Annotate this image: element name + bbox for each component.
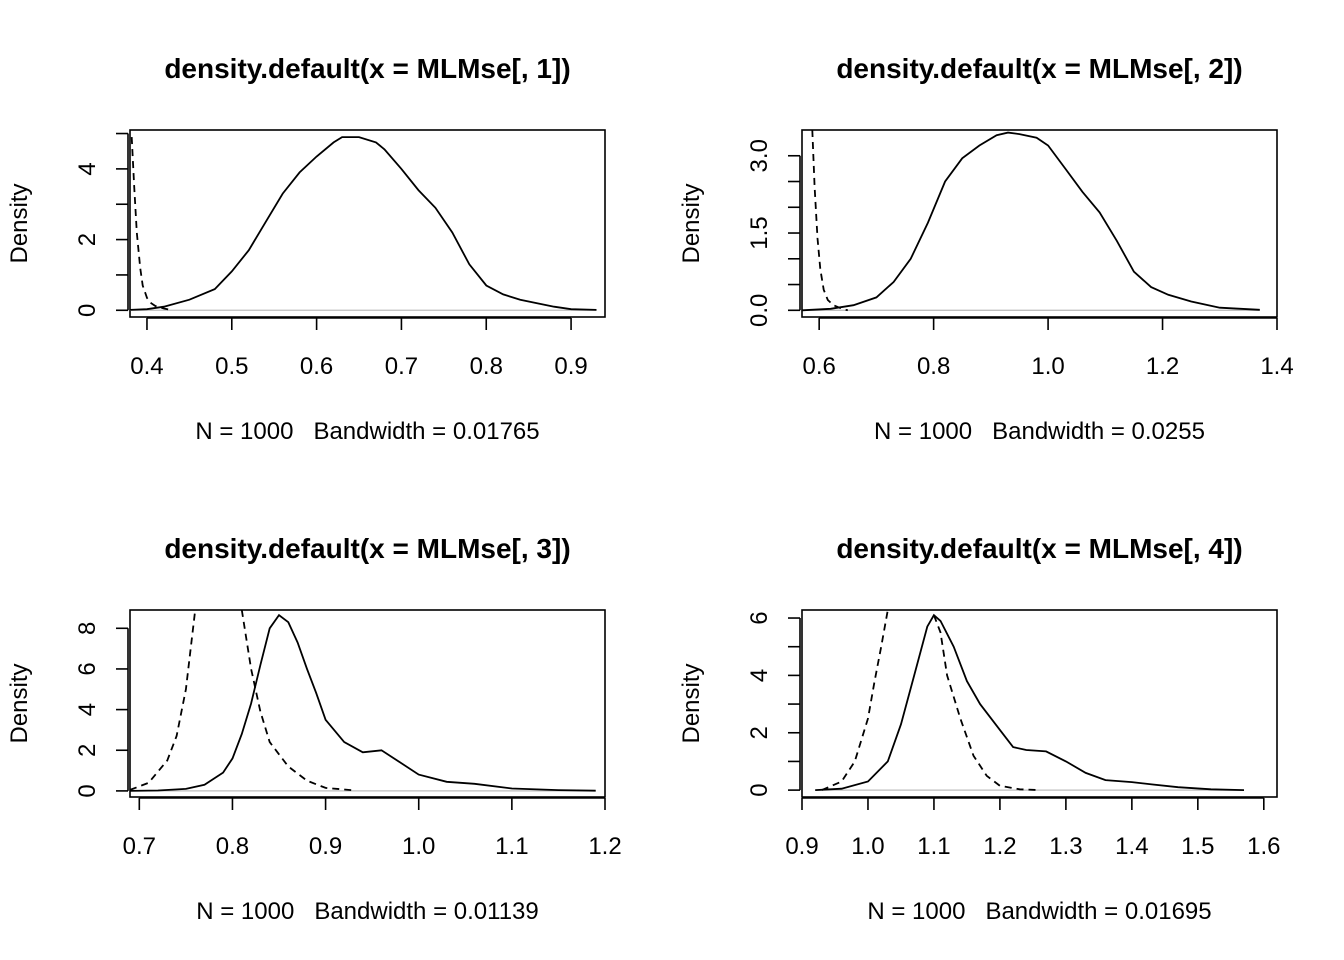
dashed-density-line-3 bbox=[933, 614, 1040, 791]
x-tick-label: 1.0 bbox=[1031, 353, 1064, 380]
x-tick-label: 1.1 bbox=[495, 833, 528, 860]
x-tick-label: 1.4 bbox=[1260, 353, 1293, 380]
x-axis-label: N = 1000 Bandwidth = 0.01765 bbox=[195, 418, 539, 445]
x-tick-label: 0.9 bbox=[309, 833, 342, 860]
x-tick-label: 0.7 bbox=[123, 833, 156, 860]
y-tick-label: 1.5 bbox=[746, 216, 773, 249]
density-panel-4: density.default(x = MLMse[, 4]) 0.9 1.0 1.1… bbox=[678, 533, 1280, 925]
x-tick-label: 1.3 bbox=[1049, 833, 1082, 860]
x-tick-label: 0.4 bbox=[130, 353, 163, 380]
x-tick-label: 0.8 bbox=[917, 353, 950, 380]
y-tick-label: 6 bbox=[74, 662, 101, 675]
dashed-density-line-2 bbox=[821, 610, 889, 791]
plot-title: density.default(x = MLMse[, 3]) bbox=[164, 533, 570, 564]
y-tick-label: 0 bbox=[746, 783, 773, 796]
density-panel-2: density.default(x = MLMse[, 2]) 0.6 0.8 1.0… bbox=[678, 53, 1294, 445]
x-tick-label: 0.8 bbox=[216, 833, 249, 860]
y-tick-label: 0 bbox=[74, 784, 101, 797]
x-tick-label: 1.2 bbox=[1146, 353, 1179, 380]
plot-title: density.default(x = MLMse[, 4]) bbox=[836, 533, 1242, 564]
x-tick-label: 0.8 bbox=[470, 353, 503, 380]
solid-density-line-1 bbox=[130, 613, 596, 792]
y-tick-label: 2 bbox=[746, 726, 773, 739]
solid-density-line-1 bbox=[802, 131, 1260, 312]
plot-frame bbox=[801, 129, 1278, 318]
x-tick-label: 1.5 bbox=[1181, 833, 1214, 860]
x-axis-label: N = 1000 Bandwidth = 0.01695 bbox=[867, 898, 1211, 925]
x-tick-label: 0.7 bbox=[385, 353, 418, 380]
y-tick-label: 8 bbox=[74, 622, 101, 635]
x-axis-label: N = 1000 Bandwidth = 0.01139 bbox=[196, 898, 538, 925]
x-tick-label: 0.6 bbox=[802, 353, 835, 380]
x-tick-label: 1.6 bbox=[1247, 833, 1280, 860]
y-axis-label: Density bbox=[678, 183, 705, 263]
density-panel-3: density.default(x = MLMse[, 3]) 0.7 0.8 0.9… bbox=[6, 533, 622, 925]
solid-density-line-1 bbox=[130, 136, 597, 311]
x-tick-label: 1.0 bbox=[402, 833, 435, 860]
plot-title: density.default(x = MLMse[, 2]) bbox=[836, 53, 1242, 84]
x-axis-label: N = 1000 Bandwidth = 0.0255 bbox=[874, 418, 1205, 445]
dashed-density-line-2 bbox=[130, 137, 173, 312]
y-tick-label: 2 bbox=[74, 233, 101, 246]
y-tick-label: 0.0 bbox=[746, 294, 773, 327]
plot-frame bbox=[801, 609, 1278, 798]
y-tick-label: 3.0 bbox=[746, 139, 773, 172]
dashed-density-line-2 bbox=[811, 130, 849, 312]
y-axis-label: Density bbox=[6, 183, 33, 263]
plot-frame bbox=[129, 129, 606, 318]
x-tick-label: 1.4 bbox=[1115, 833, 1148, 860]
x-tick-label: 1.1 bbox=[917, 833, 950, 860]
plot-title: density.default(x = MLMse[, 1]) bbox=[164, 53, 570, 84]
dashed-density-line-2 bbox=[130, 610, 197, 791]
y-tick-label: 4 bbox=[746, 669, 773, 682]
y-tick-label: 6 bbox=[746, 611, 773, 624]
y-tick-label: 4 bbox=[74, 162, 101, 175]
x-tick-label: 0.6 bbox=[300, 353, 333, 380]
y-tick-label: 0 bbox=[74, 304, 101, 317]
x-tick-label: 1.0 bbox=[851, 833, 884, 860]
y-tick-label: 4 bbox=[74, 703, 101, 716]
x-tick-label: 0.9 bbox=[554, 353, 587, 380]
plot-frame bbox=[129, 609, 606, 798]
density-panel-1: density.default(x = MLMse[, 1]) 0.4 0.5 0.6… bbox=[6, 53, 606, 445]
x-tick-label: 0.5 bbox=[215, 353, 248, 380]
x-tick-label: 1.2 bbox=[983, 833, 1016, 860]
solid-density-line-1 bbox=[815, 613, 1245, 791]
x-tick-label: 0.9 bbox=[785, 833, 818, 860]
y-axis-label: Density bbox=[6, 663, 33, 743]
y-tick-label: 2 bbox=[74, 744, 101, 757]
y-axis-label: Density bbox=[678, 663, 705, 743]
dashed-density-line-3 bbox=[240, 610, 354, 792]
x-tick-label: 1.2 bbox=[588, 833, 621, 860]
